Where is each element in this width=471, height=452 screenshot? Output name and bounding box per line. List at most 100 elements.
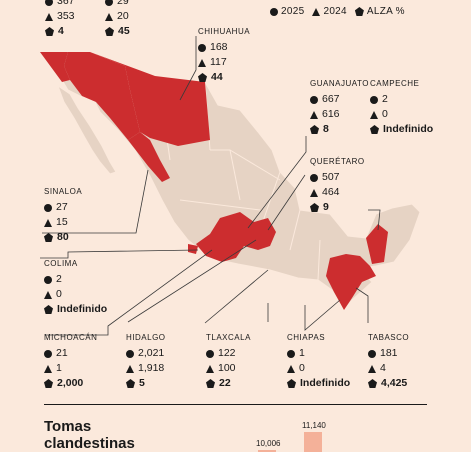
baja-peninsula <box>56 84 117 175</box>
value-alza: Indefinido <box>300 377 351 389</box>
chihuahua-highlight <box>90 52 210 146</box>
section-title-line2: clandestinas <box>44 435 135 452</box>
section-title: Tomas clandestinas <box>44 418 135 452</box>
value-2025: 2,021 <box>138 347 165 359</box>
value-alza: 8 <box>323 123 329 135</box>
circle-icon <box>44 349 52 358</box>
sonora-highlight <box>64 52 140 140</box>
colima-highlight <box>188 244 198 254</box>
legend-label: 2025 <box>281 6 305 17</box>
triangle-icon <box>368 364 376 373</box>
value-2025: 29 <box>117 0 129 7</box>
value-2025: 168 <box>210 41 228 53</box>
state-name: GUANAJUATO <box>310 79 369 88</box>
state-block-top-left: 367 353 4 <box>45 0 75 39</box>
baja-california-highlight <box>40 52 70 82</box>
state-name: TABASCO <box>368 333 410 342</box>
legend-label: ALZA % <box>366 6 405 17</box>
tabasco-highlight <box>326 254 376 310</box>
pentagon-icon <box>206 379 215 388</box>
triangle-icon <box>310 188 318 197</box>
leader-lines <box>40 36 381 336</box>
value-alza: Indefinido <box>57 303 108 315</box>
value-2024: 353 <box>57 10 75 22</box>
value-2025: 367 <box>57 0 75 7</box>
state-block-queretaro: QUERÉTARO 507 464 9 <box>310 154 365 215</box>
value-alza: 4 <box>58 25 64 37</box>
value-2024: 117 <box>210 56 227 68</box>
state-block-colima: COLIMA 2 0 Indefinido <box>44 256 107 317</box>
state-block-sinaloa: SINALOA 27 15 80 <box>44 184 82 245</box>
legend-item-alza: ALZA % <box>354 6 405 17</box>
legend-label: 2024 <box>323 6 347 17</box>
state-name: CHIHUAHUA <box>198 27 251 36</box>
value-alza: 9 <box>323 201 329 213</box>
value-2025: 181 <box>380 347 398 359</box>
bar-value-2025: 11,140 <box>302 421 326 430</box>
value-2024: 4 <box>380 362 386 374</box>
triangle-icon <box>312 7 321 16</box>
value-2025: 2 <box>382 93 388 105</box>
sinaloa-highlight <box>128 132 170 182</box>
value-2025: 667 <box>322 93 340 105</box>
circle-icon <box>44 203 52 212</box>
section-title-line1: Tomas <box>44 418 92 435</box>
triangle-icon <box>370 110 378 119</box>
pentagon-icon <box>310 125 319 134</box>
value-2025: 21 <box>56 347 68 359</box>
pentagon-icon <box>287 379 296 388</box>
triangle-icon <box>44 290 52 299</box>
pentagon-icon <box>354 7 364 16</box>
state-block-guanajuato: GUANAJUATO 667 616 8 <box>310 76 369 137</box>
value-alza: 4,425 <box>381 377 408 389</box>
legend: 2025 2024 ALZA % <box>270 6 405 17</box>
pentagon-icon <box>368 379 377 388</box>
value-2025: 1 <box>299 347 305 359</box>
value-alza: 45 <box>118 25 130 37</box>
triangle-icon <box>44 218 52 227</box>
value-2024: 0 <box>382 108 388 120</box>
triangle-icon <box>287 364 295 373</box>
pentagon-icon <box>45 27 54 36</box>
legend-item-2025: 2025 <box>270 6 304 17</box>
value-2024: 20 <box>117 10 129 22</box>
state-name: TLAXCALA <box>206 333 251 342</box>
circle-icon <box>105 0 113 6</box>
value-2024: 464 <box>322 186 340 198</box>
pentagon-icon <box>44 233 53 242</box>
triangle-icon <box>206 364 214 373</box>
circle-icon <box>370 95 378 104</box>
state-block-chiapas: CHIAPAS 1 0 Indefinido <box>287 330 350 391</box>
triangle-icon <box>310 110 318 119</box>
value-2024: 616 <box>322 108 340 120</box>
state-block-top-mid: 29 20 45 <box>105 0 130 39</box>
value-2024: 100 <box>218 362 236 374</box>
value-2025: 507 <box>322 171 340 183</box>
state-block-campeche: CAMPECHE 2 0 Indefinido <box>370 76 433 137</box>
value-alza: 2,000 <box>57 377 84 389</box>
value-alza: 80 <box>57 231 69 243</box>
state-block-hidalgo: HIDALGO 2,021 1,918 5 <box>126 330 166 391</box>
circle-icon <box>44 275 52 284</box>
triangle-icon <box>198 58 206 67</box>
triangle-icon <box>45 12 53 21</box>
bar-value-2024: 10,006 <box>256 439 281 448</box>
value-2025: 122 <box>218 347 236 359</box>
value-2024: 1 <box>56 362 62 374</box>
circle-icon <box>126 349 134 358</box>
pentagon-icon <box>44 379 53 388</box>
triangle-icon <box>126 364 134 373</box>
pentagon-icon <box>310 203 319 212</box>
value-2024: 0 <box>56 288 62 300</box>
pentagon-icon <box>198 73 207 82</box>
campeche-highlight <box>366 224 388 264</box>
circle-icon <box>310 95 318 104</box>
legend-item-2024: 2024 <box>312 6 347 17</box>
value-2025: 2 <box>56 273 62 285</box>
state-name: SINALOA <box>44 187 83 196</box>
pentagon-icon <box>44 305 53 314</box>
section-divider <box>44 404 427 405</box>
value-2024: 15 <box>56 216 68 228</box>
state-name: HIDALGO <box>126 333 166 342</box>
